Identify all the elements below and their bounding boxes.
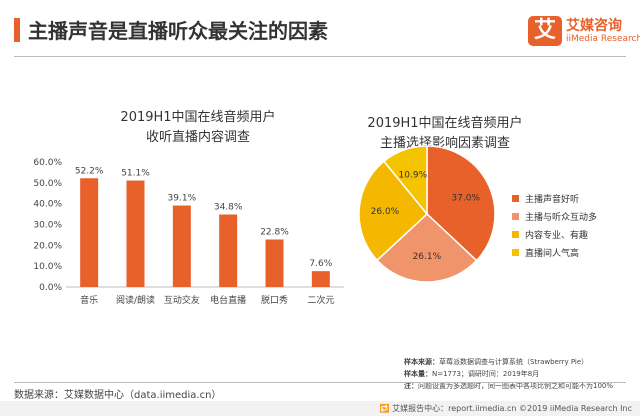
- pie-chart: 37.0% 26.1% 26.0% 10.9%: [358, 145, 496, 283]
- legend-label: 主播与听众互动多: [525, 212, 598, 223]
- bar-chart-title-line1: 2019H1中国在线音频用户: [120, 110, 276, 125]
- footer-bar: 🔁 艾媒报告中心：report.iimedia.cn ©2019 iiMedia…: [0, 401, 640, 416]
- y-tick-label: 0.0%: [39, 283, 62, 293]
- page-title: 主播声音是直播听众最关注的因素: [28, 19, 328, 43]
- legend-swatch: [512, 212, 519, 220]
- x-tick-label: 二次元: [307, 294, 334, 306]
- footer-text[interactable]: 🔁 艾媒报告中心：report.iimedia.cn ©2019 iiMedia…: [379, 404, 632, 413]
- legend-swatch: [512, 194, 519, 202]
- bar-value-label: 22.8%: [260, 228, 289, 238]
- bar-1: [80, 178, 99, 287]
- bar-value-label: 52.2%: [75, 166, 104, 176]
- y-tick-label: 40.0%: [33, 200, 62, 210]
- legend-label: 主播声音好听: [525, 194, 580, 205]
- bar-6: [311, 271, 330, 287]
- y-tick-label: 60.0%: [33, 158, 62, 168]
- logo-text-cn: 艾媒咨询: [566, 18, 622, 34]
- x-tick-label: 脱口秀: [261, 294, 288, 306]
- pie-legend: 主播声音好听 主播与听众互动多 内容专业、有趣 直播间人气高: [512, 189, 597, 261]
- source-notes: 样本来源：草莓派数据调查与计算系统（Strawberry Pie） 样本量：N=…: [404, 356, 613, 392]
- logo-text-en: iiMedia Research: [566, 34, 640, 44]
- footer-divider: [14, 382, 626, 383]
- pie-value-label: 26.0%: [371, 207, 400, 217]
- x-tick-label: 音乐: [80, 294, 98, 306]
- legend-item: 直播间人气高: [512, 243, 597, 261]
- iimedia-logo-icon: 艾: [528, 16, 562, 46]
- y-tick-label: 10.0%: [33, 262, 62, 272]
- legend-label: 直播间人气高: [525, 248, 580, 259]
- pie-value-label: 37.0%: [451, 193, 480, 203]
- sample-size-line: 样本量：N=1773；调研时间：2019年8月: [404, 370, 540, 378]
- y-tick-label: 50.0%: [33, 179, 62, 189]
- legend-item: 内容专业、有趣: [512, 225, 597, 243]
- title-accent-bar: [14, 18, 20, 42]
- data-source: 数据来源：艾媒数据中心（data.iimedia.cn）: [14, 390, 222, 401]
- x-tick-label: 阅读/朗读: [116, 294, 155, 306]
- sample-source-line: 样本来源：草莓派数据调查与计算系统（Strawberry Pie）: [404, 358, 589, 366]
- x-tick-label: 互动交友: [164, 294, 200, 306]
- legend-swatch: [512, 230, 519, 238]
- bar-value-label: 7.6%: [309, 259, 332, 269]
- bar-4: [219, 214, 238, 287]
- bar-chart: 0.0% 10.0% 20.0% 30.0% 40.0% 50.0% 60.0% 52.2% 音…: [33, 158, 344, 306]
- bar-5: [265, 239, 284, 287]
- pie-slice-4: [382, 145, 428, 217]
- bar-3: [172, 205, 191, 287]
- legend-label: 内容专业、有趣: [525, 230, 589, 241]
- bar-value-label: 39.1%: [168, 194, 197, 204]
- y-tick-label: 20.0%: [33, 241, 62, 251]
- pie-chart-title-line1: 2019H1中国在线音频用户: [367, 116, 523, 131]
- y-tick-label: 30.0%: [33, 221, 62, 231]
- pie-value-label: 10.9%: [399, 170, 428, 180]
- pie-slice-2: [376, 212, 478, 283]
- bar-value-label: 34.8%: [214, 203, 243, 213]
- x-tick-label: 电台直播: [210, 294, 246, 306]
- legend-item: 主播与听众互动多: [512, 207, 597, 225]
- pie-slice-1: [426, 145, 496, 262]
- pie-value-label: 26.1%: [413, 252, 442, 262]
- bar-2: [126, 180, 145, 287]
- pie-slice-3: [358, 160, 429, 262]
- header-divider: [14, 56, 626, 57]
- bar-chart-title-line2: 收听直播内容调查: [145, 130, 250, 145]
- bar-value-label: 51.1%: [121, 169, 150, 179]
- legend-item: 主播声音好听: [512, 189, 597, 207]
- note-line: 注：问题设置为多选题时，同一图表中各项比例之和可能不为100%: [404, 382, 614, 390]
- legend-swatch: [512, 248, 519, 256]
